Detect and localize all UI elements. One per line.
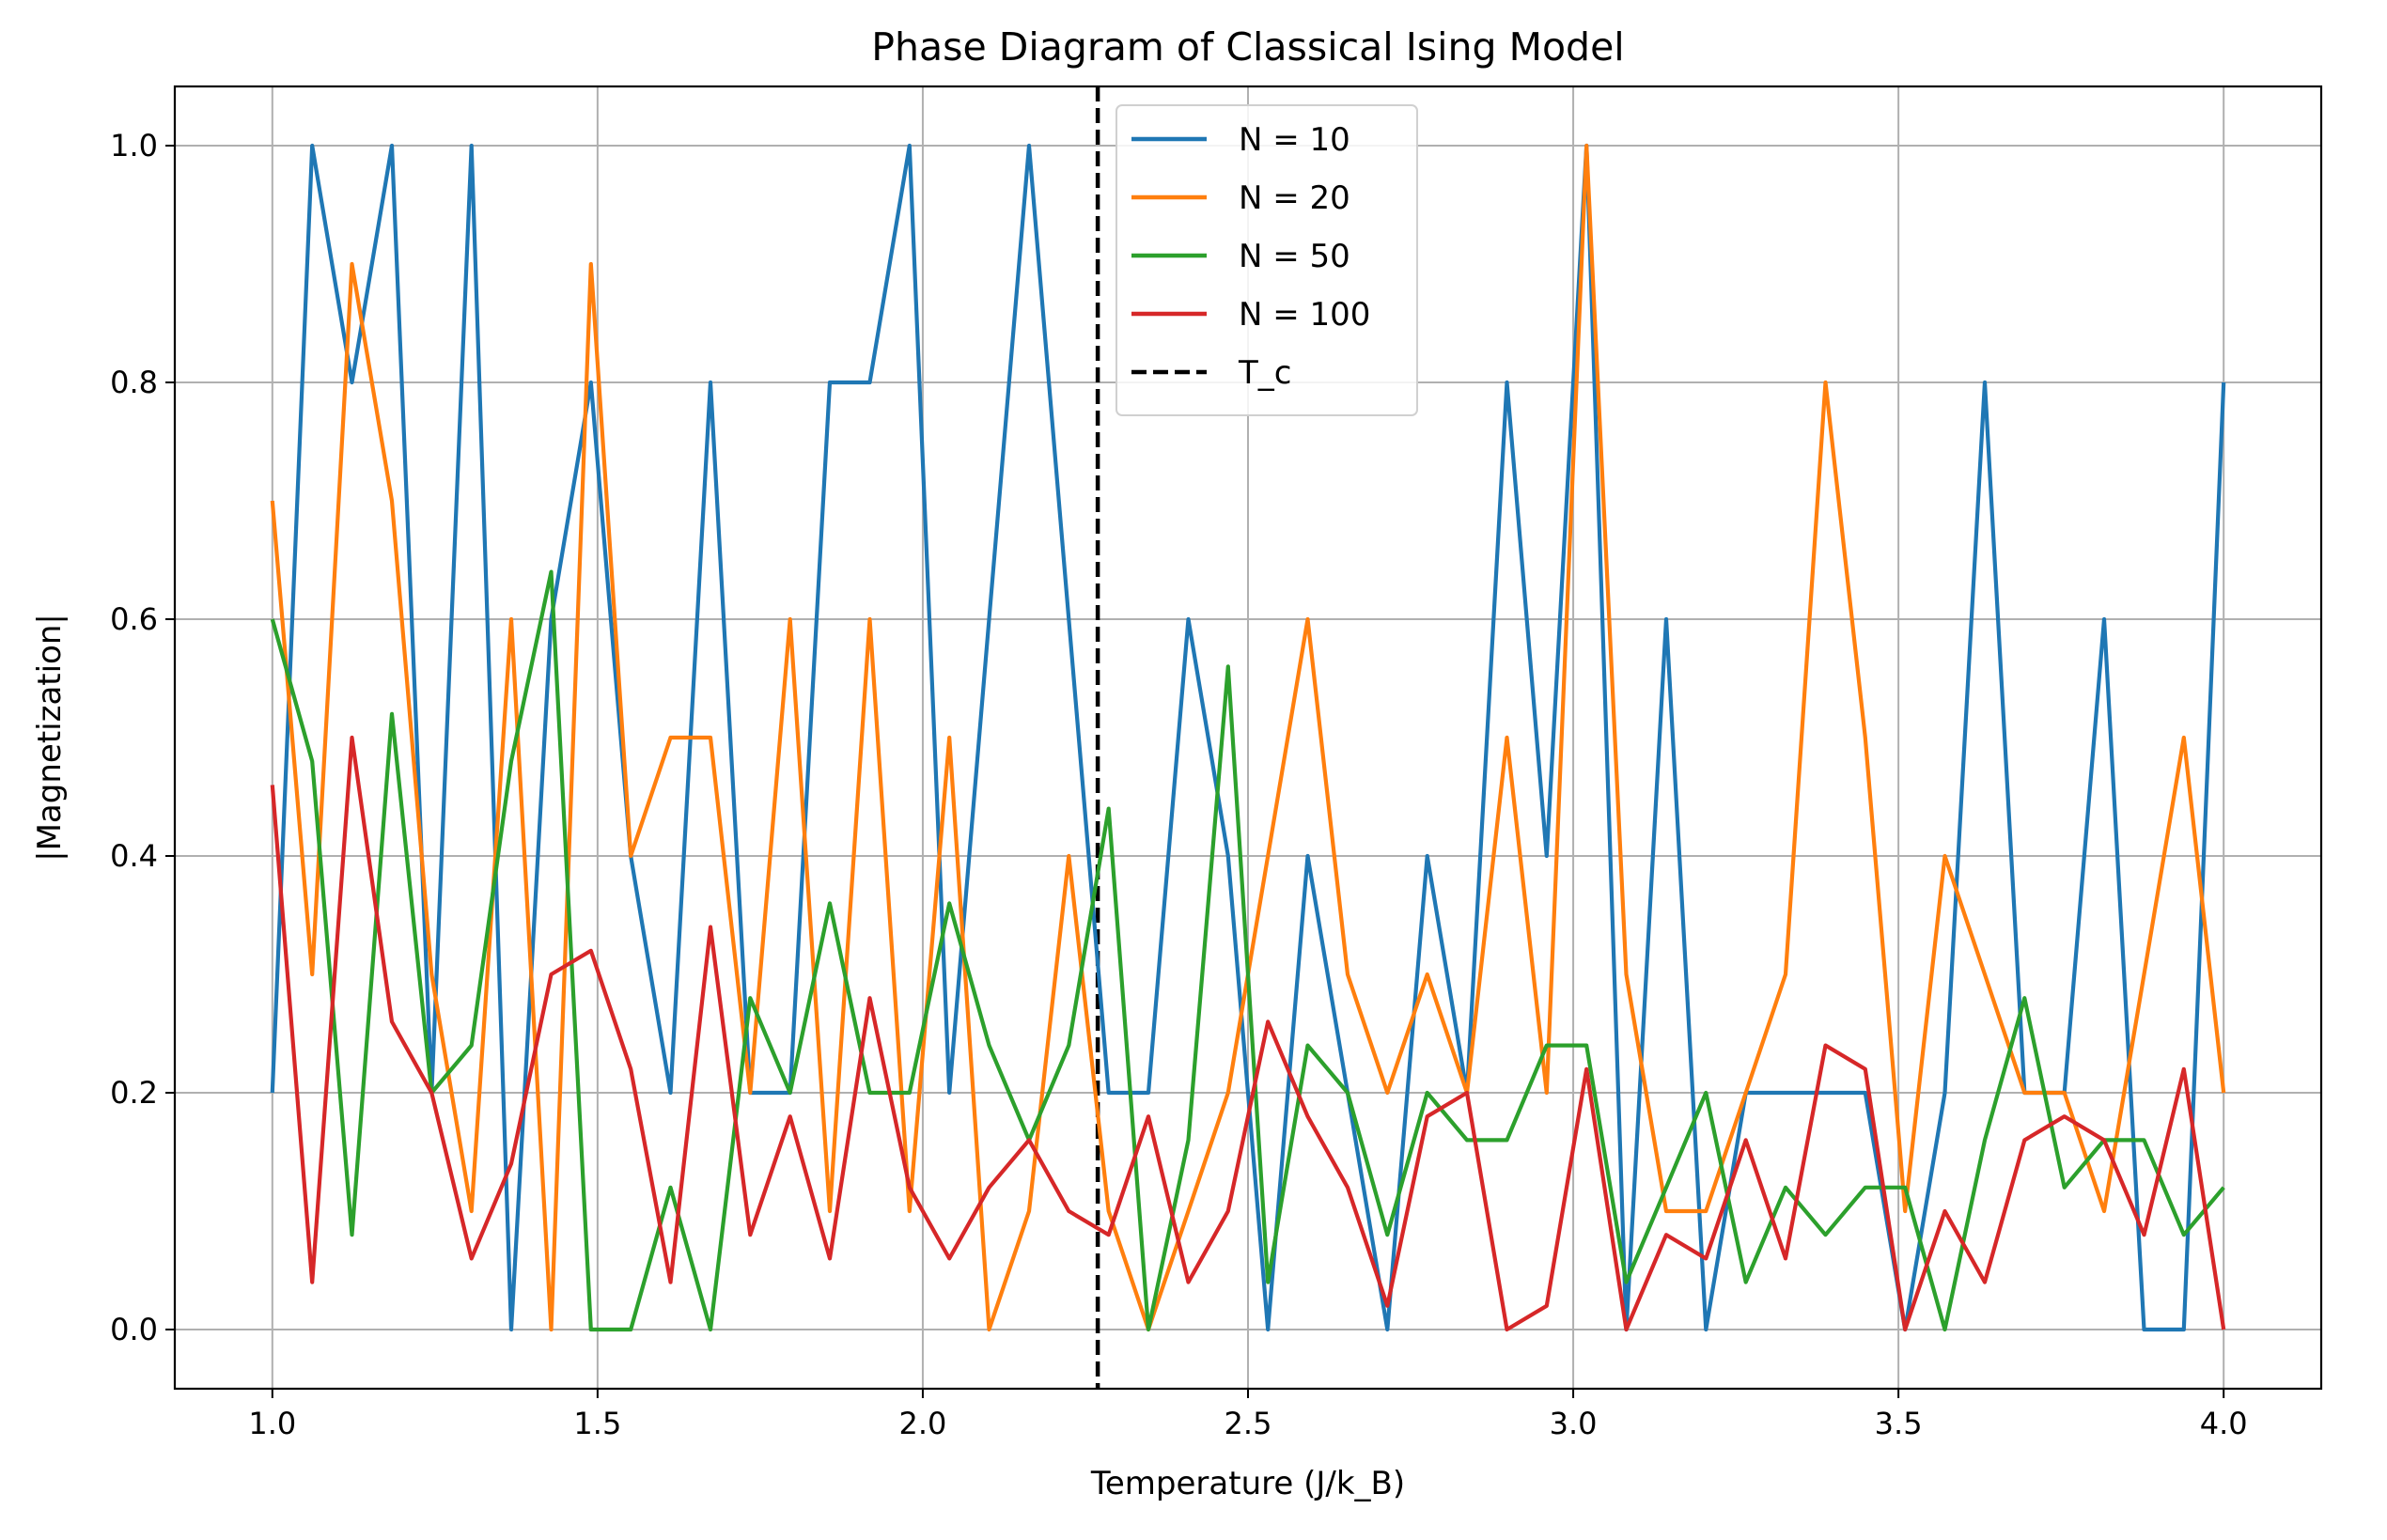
x-tick-label: 2.5 [1225, 1406, 1272, 1441]
tick-layer: 1.0 1.5 2.0 2.5 3.0 3.5 4.0 0.0 0.2 0.4 0.6 0.8 1.0 [110, 128, 2248, 1441]
y-tick-label: 0.0 [110, 1312, 158, 1347]
legend-label: N = 20 [1239, 179, 1350, 217]
legend-label: T_c [1238, 354, 1291, 392]
grid-layer [175, 86, 2321, 1389]
y-tick-label: 0.4 [110, 838, 158, 874]
chart-title: Phase Diagram of Classical Ising Model [871, 24, 1624, 70]
x-axis-title: Temperature (J/k_B) [1090, 1465, 1405, 1502]
y-tick-label: 1.0 [110, 128, 158, 163]
y-tick-label: 0.2 [110, 1075, 158, 1111]
legend-label: N = 50 [1239, 238, 1350, 275]
x-tick-label: 2.0 [898, 1406, 946, 1441]
x-tick-label: 3.5 [1875, 1406, 1923, 1441]
y-axis-title: |Magnetization| [31, 614, 69, 862]
series-line-4 [270, 735, 2226, 1332]
y-tick-label: 0.6 [110, 601, 158, 637]
x-tick-label: 4.0 [2200, 1406, 2248, 1441]
series-line-3 [270, 569, 2225, 1332]
legend: N = 10 N = 20 N = 50 N = 100 T_c [1115, 104, 1418, 416]
x-tick-label: 3.0 [1550, 1406, 1598, 1441]
y-tick-label: 0.8 [110, 365, 158, 400]
legend-box [1115, 104, 1418, 416]
legend-label: N = 10 [1239, 121, 1350, 159]
x-tick-label: 1.5 [573, 1406, 621, 1441]
series-layer [270, 143, 2226, 1332]
legend-label: N = 100 [1239, 296, 1370, 334]
x-tick-label: 1.0 [248, 1406, 296, 1441]
